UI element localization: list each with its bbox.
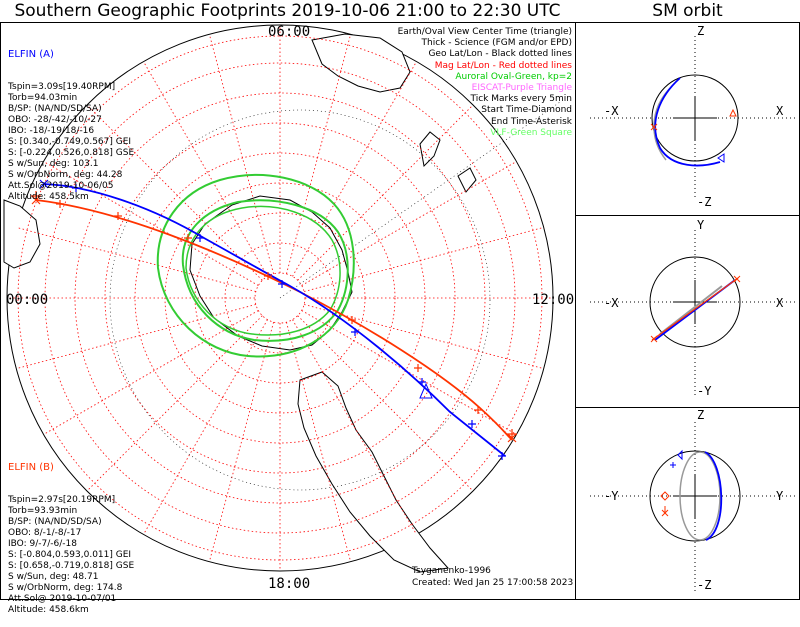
auroral-oval-outer	[156, 174, 355, 358]
auroral-ovals	[156, 174, 355, 358]
legend-item: Tick Marks every 5min	[470, 94, 572, 105]
elfin-a-line: S: [0.340,-0.749,0.567] GEI	[8, 137, 132, 147]
mag-meridian	[301, 161, 517, 286]
legend-item: Start Time-Diamond	[481, 105, 572, 116]
elfin-b-track	[35, 199, 513, 441]
elfin-a-line: S w/Sun, deg: 103.1	[8, 159, 99, 169]
elfin-b-name: ELFIN (B)	[8, 462, 54, 473]
australia	[311, 33, 411, 93]
mag-meridian	[16, 226, 256, 292]
elfin-b-line: IBO: 9/-7/-6/-18	[8, 539, 77, 549]
sm3-left-label: -Y	[604, 489, 619, 503]
mag-meridian	[143, 61, 268, 277]
sm1-bottom-label: -Z	[697, 195, 712, 209]
elfin-b-info: ELFIN (B) Tspin=2.97s[20.19RPM] Torb=93.9…	[8, 440, 134, 627]
sm2-bottom-label: -Y	[697, 384, 712, 398]
sm3-bottom-label: -Z	[697, 578, 712, 592]
sm-panel-2	[590, 230, 795, 395]
mag-meridian	[86, 104, 263, 281]
elfin-a-track	[43, 183, 506, 457]
mag-meridian	[297, 315, 474, 492]
elfin-b-line: S w/Sun, deg: 48.71	[8, 572, 99, 582]
mag-meridian	[208, 322, 274, 562]
legend-item: Auroral Oval-Green, kp=2	[455, 71, 572, 82]
elfin-a-line: B/SP: (NA/ND/SD/SA)	[8, 104, 102, 114]
sm-panel-3	[590, 422, 795, 592]
elfin-b-line: OBO: 8/-1/-8/-17	[8, 528, 82, 538]
elfin-b-ticks	[31, 191, 517, 443]
plot-title: Southern Geographic Footprints 2019-10-0…	[14, 1, 561, 21]
elfin-a-name: ELFIN (A)	[8, 49, 54, 60]
geo-grid	[109, 101, 561, 491]
legend-item: VLF-Green Square	[490, 127, 572, 138]
mlt-label-top: 06:00	[268, 24, 311, 40]
sm-panel-1	[590, 36, 795, 200]
auroral-oval-mid	[185, 205, 341, 336]
legend-item: Geo Lat/Lon - Black dotted lines	[428, 49, 572, 60]
mag-meridian	[43, 310, 259, 435]
south-america	[297, 371, 449, 573]
mag-meridian	[297, 104, 474, 281]
model-label: Tsyganenko-1996	[412, 566, 491, 576]
elfin-b-line: Torb=93.93min	[8, 506, 78, 516]
elfin-a-line: OBO: -28/-42/-10/-27	[8, 115, 102, 125]
auroral-oval-inner	[181, 199, 349, 342]
sm1-left-label: -X	[604, 104, 619, 118]
elfin-a-line: Tspin=3.09s[19.40RPM]	[8, 82, 116, 92]
view-center-triangle	[419, 382, 433, 399]
sm3-right-label: Y	[776, 489, 784, 503]
new-zealand	[419, 131, 441, 168]
elfin-a-line: Altitude: 458.5km	[8, 192, 89, 202]
sm1-right-label: X	[776, 104, 784, 118]
elfin-a-line: IBO: -18/-19/18/-16	[8, 126, 95, 136]
sm2-top-label: Y	[697, 218, 705, 232]
mag-meridian	[43, 161, 259, 286]
elfin-a-line: S: [-0.224,0.526,0.818] GSE	[8, 148, 135, 158]
legend-item: EISCAT-Purple Triangle	[471, 83, 572, 94]
elfin-a-lines: Tspin=3.09s[19.40RPM] Torb=94.03min B/SP: …	[8, 82, 134, 203]
elfin-b-line: S w/OrbNorm, deg: 174.8	[8, 583, 123, 593]
mag-meridian	[292, 319, 417, 535]
mag-meridian	[208, 34, 274, 274]
antarctica	[189, 195, 353, 351]
earth-limb	[6, 24, 554, 572]
legend-item: End Time-Asterisk	[490, 116, 572, 127]
mag-lon-grid	[7, 25, 553, 571]
elfin-b-line: Tspin=2.97s[20.19RPM]	[8, 495, 116, 505]
mlt-label-right: 12:00	[532, 292, 575, 308]
sm3-top-label: Z	[697, 408, 705, 422]
sm2-right-label: X	[776, 296, 784, 310]
legend-item: Mag Lat/Lon - Red dotted lines	[434, 60, 572, 71]
elfin-b-line: Att.Sol@ 2019-10-07/01	[8, 594, 117, 604]
coastlines	[3, 33, 477, 573]
created-label: Created: Wed Jan 25 17:00:58 2023	[412, 578, 574, 588]
legend-item: Thick - Science (FGM and/or EPD)	[421, 38, 572, 49]
mag-meridian	[286, 322, 352, 562]
elfin-b-line: B/SP: (NA/ND/SD/SA)	[8, 517, 102, 527]
elfin-b-lines: Tspin=2.97s[20.19RPM] Torb=93.93min B/SP: …	[8, 495, 134, 616]
mag-meridian	[86, 315, 263, 492]
legend: Earth/Oval View Center Time (triangle) Th…	[398, 27, 572, 139]
elfin-b-line: S: [0.658,-0.719,0.818] GSE	[8, 561, 135, 571]
mlt-label-bottom: 18:00	[268, 576, 311, 592]
mag-meridian	[304, 226, 544, 292]
mag-meridian	[286, 34, 352, 274]
legend-item: Earth/Oval View Center Time (triangle)	[397, 27, 572, 37]
mlt-label-left: 00:00	[6, 292, 49, 308]
elfin-a-ticks	[39, 179, 506, 460]
mag-meridian	[292, 61, 417, 277]
elfin-b-line: S: [-0.804,0.593,0.011] GEI	[8, 550, 132, 560]
elfin-b-line: Altitude: 458.6km	[8, 605, 89, 615]
elfin-a-info: ELFIN (A) Tspin=3.09s[19.40RPM] Torb=94.0…	[8, 27, 134, 214]
elfin-a-line: S w/OrbNorm, deg: 44.28	[8, 170, 123, 180]
sm1-top-label: Z	[697, 24, 705, 38]
mag-meridian	[16, 304, 256, 370]
sm2-left-label: -X	[604, 296, 619, 310]
new-zealand-south	[457, 167, 477, 193]
sm-orbit-title: SM orbit	[652, 1, 723, 21]
elfin-a-line: Att.Sol@2019-10-06/05	[8, 181, 114, 191]
elfin-a-line: Torb=94.03min	[8, 93, 78, 103]
